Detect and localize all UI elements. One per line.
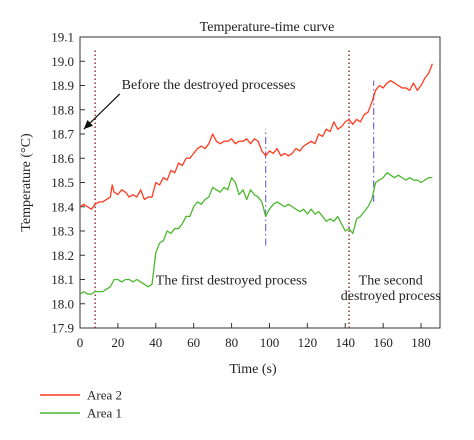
x-tick-label: 120: [298, 335, 318, 350]
x-tick-label: 160: [373, 335, 393, 350]
y-tick-label: 19.0: [51, 54, 74, 69]
x-tick-label: 40: [149, 335, 162, 350]
series-layer: [79, 63, 434, 295]
y-tick-label: 18.9: [51, 78, 74, 93]
y-tick-label: 18.4: [51, 199, 74, 214]
y-tick-label: 19.1: [51, 30, 74, 45]
x-tick-label: 60: [187, 335, 200, 350]
annotations: Before the destroyed processes The first …: [83, 78, 441, 304]
annotation-first: The first destroyed process: [156, 273, 307, 288]
x-tick-label: 140: [336, 335, 356, 350]
y-tick-label: 17.9: [51, 321, 74, 336]
y-tick-label: 18.0: [51, 296, 74, 311]
legend-label-area-1: Area 1: [87, 406, 122, 421]
annotation-arrowhead: [83, 119, 94, 130]
chart-title: Temperature-time curve: [200, 20, 335, 35]
y-tick-label: 18.1: [51, 272, 74, 287]
y-tick-label: 18.6: [51, 151, 74, 166]
x-tick-label: 180: [411, 335, 431, 350]
x-axis: 0 20 40 60 80 100 120 140 160 180: [77, 323, 431, 350]
y-tick-label: 18.5: [51, 175, 74, 190]
series-line-area-2: [79, 63, 434, 210]
y-tick-label: 18.2: [51, 248, 74, 263]
annotation-before: Before the destroyed processes: [122, 78, 296, 93]
x-tick-label: 0: [77, 335, 84, 350]
annotation-second-line2: destroyed process: [341, 289, 441, 304]
annotation-second-line1: The second: [359, 273, 423, 288]
x-axis-label: Time (s): [229, 362, 277, 377]
legend: Area 2 Area 1: [40, 388, 122, 421]
y-axis-label: Temperature (°C): [19, 133, 34, 232]
x-tick-label: 20: [111, 335, 124, 350]
x-tick-label: 100: [260, 335, 280, 350]
series-line-area-1: [79, 172, 433, 295]
y-axis: 17.9 18.0 18.1 18.2 18.3 18.4 18.5 18.6 18.7 18.8…: [51, 30, 85, 336]
y-tick-label: 18.8: [51, 102, 74, 117]
event-markers: [94, 49, 375, 328]
y-tick-label: 18.7: [51, 127, 74, 142]
legend-label-area-2: Area 2: [87, 388, 122, 403]
x-tick-label: 80: [225, 335, 238, 350]
y-tick-label: 18.3: [51, 224, 74, 239]
